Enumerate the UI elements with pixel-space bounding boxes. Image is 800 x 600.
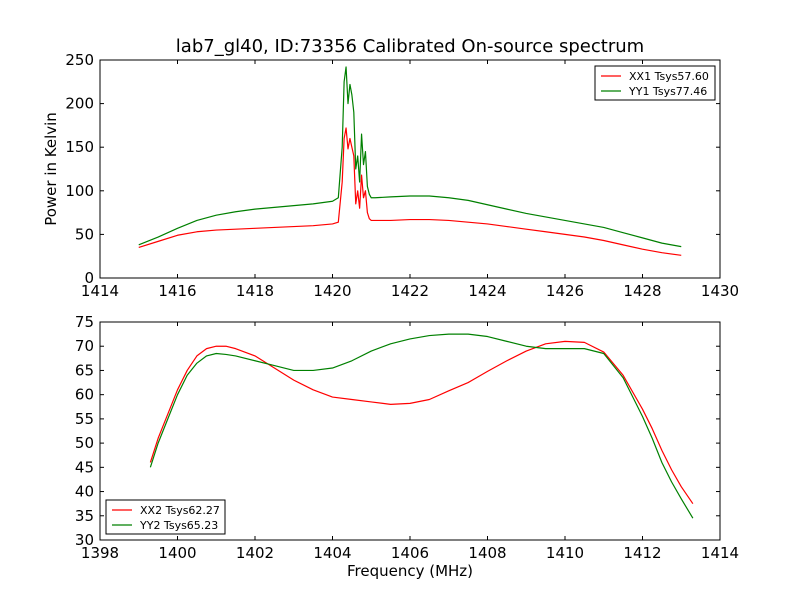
y-tick-label: 75	[75, 313, 94, 331]
y-tick-label: 35	[75, 507, 94, 525]
x-tick-label: 1406	[391, 544, 429, 562]
x-tick-label: 1412	[623, 544, 661, 562]
x-tick-label: 1398	[81, 544, 119, 562]
x-tick-label: 1430	[701, 282, 739, 300]
y-tick-label: 150	[65, 138, 94, 156]
legend-entry: YY1 Tsys77.46	[628, 85, 707, 98]
x-tick-label: 1400	[158, 544, 196, 562]
series-line-yy1	[138, 66, 682, 248]
legend: XX1 Tsys57.60 YY1 Tsys77.46	[594, 65, 716, 101]
y-tick-label: 50	[75, 225, 94, 243]
x-tick-label: 1426	[546, 282, 584, 300]
x-tick-label: 1420	[313, 282, 351, 300]
x-tick-label: 1418	[236, 282, 274, 300]
series-line-xx1	[138, 127, 682, 256]
y-tick-label: 55	[75, 410, 94, 428]
legend-entry: YY2 Tsys65.23	[139, 519, 218, 532]
bottom-plot: 1398 1400 1402 1404 1406 1408 1410 1412 1414 30 35…	[75, 313, 739, 580]
x-tick-label: 1408	[468, 544, 506, 562]
x-tick-label: 1404	[313, 544, 351, 562]
top-plot: 1414 1416 1418 1420 1422 1424 1426 1428 1430 0 50 1…	[42, 36, 739, 300]
series-line-yy2	[149, 333, 694, 519]
y-tick-label: 0	[84, 269, 94, 287]
legend: XX2 Tsys62.27 YY2 Tsys65.23	[105, 499, 226, 535]
x-tick-label: 1414	[701, 544, 739, 562]
y-tick-label: 30	[75, 531, 94, 549]
y-tick-label: 65	[75, 361, 94, 379]
y-tick-label: 70	[75, 337, 94, 355]
series-line-xx2	[149, 340, 694, 505]
x-tick-label: 1424	[468, 282, 506, 300]
x-tick-label: 1414	[81, 282, 119, 300]
legend-entry: XX2 Tsys62.27	[140, 504, 220, 517]
x-tick-label: 1416	[158, 282, 196, 300]
x-tick-label: 1410	[546, 544, 584, 562]
legend-box	[105, 499, 226, 535]
y-tick-label: 50	[75, 434, 94, 452]
legend-box	[594, 65, 716, 101]
x-axis-label: Frequency (MHz)	[347, 562, 473, 580]
x-tick-label: 1428	[623, 282, 661, 300]
y-tick-label: 250	[65, 51, 94, 69]
x-tick-label: 1422	[391, 282, 429, 300]
y-tick-label: 200	[65, 95, 94, 113]
y-tick-label: 60	[75, 386, 94, 404]
y-tick-label: 40	[75, 483, 94, 501]
chart-title: lab7_gl40, ID:73356 Calibrated On-source…	[176, 36, 644, 57]
x-tick-label: 1402	[236, 544, 274, 562]
y-tick-label: 100	[65, 182, 94, 200]
y-axis-label: Power in Kelvin	[42, 112, 60, 226]
legend-entry: XX1 Tsys57.60	[629, 70, 709, 83]
y-tick-label: 45	[75, 458, 94, 476]
